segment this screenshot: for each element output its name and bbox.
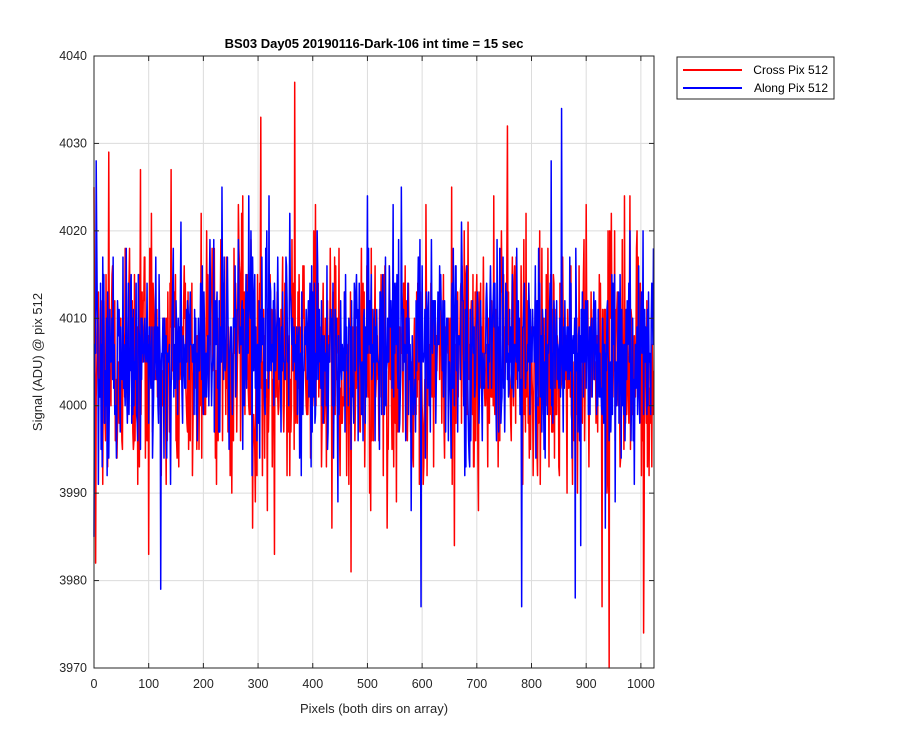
- x-axis-label: Pixels (both dirs on array): [300, 701, 448, 716]
- y-tick-label: 3990: [59, 486, 87, 500]
- legend-box: [676, 56, 835, 100]
- y-tick-label: 3970: [59, 661, 87, 675]
- x-tick-label: 500: [357, 677, 378, 691]
- y-tick-label: 4010: [59, 311, 87, 325]
- y-tick-label: 4040: [59, 49, 87, 63]
- x-tick-label: 900: [576, 677, 597, 691]
- x-tick-label: 400: [302, 677, 323, 691]
- y-tick-label: 4000: [59, 399, 87, 413]
- chart-title: BS03 Day05 20190116-Dark-106 int time = …: [225, 36, 524, 51]
- x-tick-label: 0: [91, 677, 98, 691]
- y-tick-label: 4020: [59, 224, 87, 238]
- legend-label-cross-pix: Cross Pix 512: [753, 63, 828, 77]
- y-tick-label: 3980: [59, 574, 87, 588]
- y-axis-label: Signal (ADU) @ pix 512: [30, 293, 45, 431]
- x-tick-label: 700: [466, 677, 487, 691]
- x-tick-label: 1000: [627, 677, 655, 691]
- series-line-along-pix: [93, 107, 655, 608]
- legend-label-along-pix: Along Pix 512: [754, 81, 828, 95]
- legend[interactable]: Cross Pix 512 Along Pix 512: [676, 56, 835, 100]
- axis-tick-labels: 0 100 200 300 400 500 600 700 800 900 1000 3970 3980…: [59, 49, 655, 691]
- plot-area-frame: [93, 55, 655, 669]
- x-tick-label: 100: [138, 677, 159, 691]
- x-tick-label: 200: [193, 677, 214, 691]
- x-tick-label: 800: [521, 677, 542, 691]
- x-tick-label: 300: [248, 677, 269, 691]
- axis-ticks: [93, 55, 654, 669]
- series-group: [93, 81, 655, 669]
- y-tick-label: 4030: [59, 136, 87, 150]
- x-tick-label: 600: [412, 677, 433, 691]
